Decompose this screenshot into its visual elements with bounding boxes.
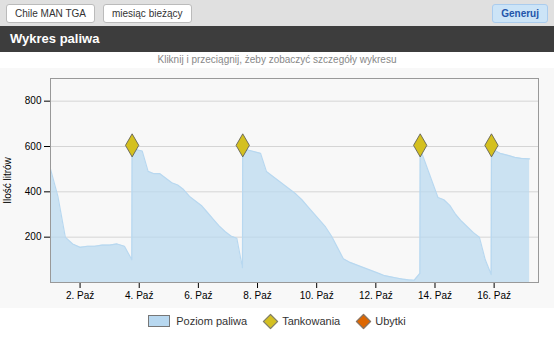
svg-text:8. Paź: 8. Paź <box>243 290 271 301</box>
html-text:Wykres paliwa: Wykres paliwa <box>10 31 100 46</box>
html-text:Chile MAN TGA: Chile MAN TGA <box>15 7 86 19</box>
svg-text:6. Paź: 6. Paź <box>184 290 212 301</box>
svg-text:600: 600 <box>25 141 42 152</box>
svg-text:800: 800 <box>25 95 42 106</box>
svg-text:400: 400 <box>25 186 42 197</box>
html-text:miesiąc bieżący: miesiąc bieżący <box>112 7 183 19</box>
html-text:Ubytki: Ubytki <box>375 315 406 327</box>
html-text:Generuj: Generuj <box>501 7 539 19</box>
svg-text:Ilość litrów: Ilość litrów <box>2 156 13 203</box>
svg-text:10. Paź: 10. Paź <box>300 290 334 301</box>
svg-text:2. Paź: 2. Paź <box>66 290 94 301</box>
html-text:Tankowania: Tankowania <box>282 315 341 327</box>
svg-text:14. Paź: 14. Paź <box>418 290 452 301</box>
svg-text:12. Paź: 12. Paź <box>359 290 393 301</box>
html-text:Kliknij i przeciągnij, żeby zo: Kliknij i przeciągnij, żeby zobaczyć szc… <box>157 54 397 65</box>
svg-text:4. Paź: 4. Paź <box>125 290 153 301</box>
svg-text:200: 200 <box>25 231 42 242</box>
svg-text:16. Paź: 16. Paź <box>477 290 511 301</box>
html-text:Poziom paliwa: Poziom paliwa <box>176 315 248 327</box>
